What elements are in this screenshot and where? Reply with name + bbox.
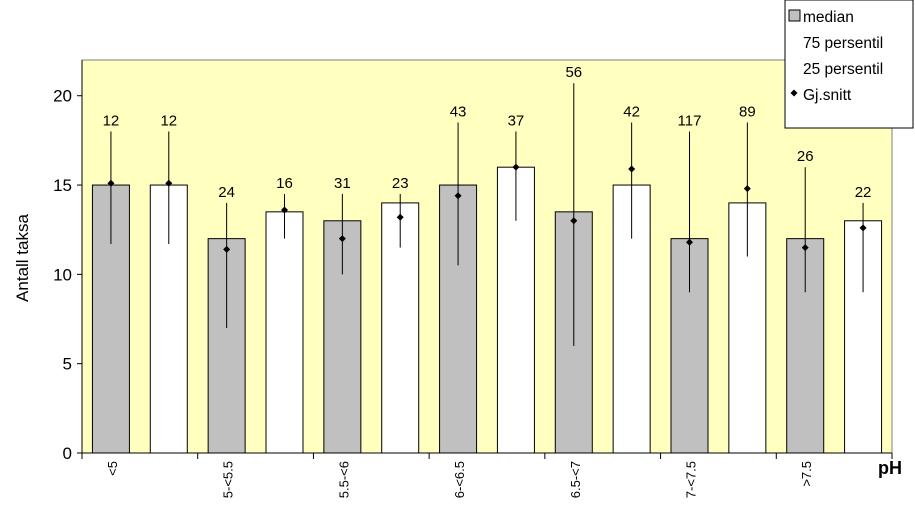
x-category-label: <5 bbox=[105, 461, 120, 476]
n-label: 12 bbox=[160, 112, 177, 129]
x-category-label: 5-<5.5 bbox=[221, 461, 236, 498]
mean-marker bbox=[686, 238, 693, 246]
plot-area bbox=[81, 59, 893, 454]
mean-marker bbox=[801, 244, 809, 252]
value-labels: 12 12 24 16 31 23 43 37 56 42 117 89 26 22 bbox=[103, 64, 872, 201]
n-label: 31 bbox=[334, 175, 351, 192]
x-category-label: 6-<6.5 bbox=[452, 461, 467, 498]
n-label: 42 bbox=[623, 104, 640, 121]
n-label: 12 bbox=[103, 112, 120, 129]
n-label: 22 bbox=[855, 184, 872, 201]
mean-marker bbox=[628, 165, 636, 173]
x-axis-title: pH bbox=[878, 458, 902, 478]
mean-marker bbox=[281, 206, 288, 214]
mean-markers bbox=[107, 163, 867, 253]
n-label: 89 bbox=[739, 104, 756, 121]
n-label: 56 bbox=[565, 64, 582, 81]
y-axis: 0 5 10 15 20 bbox=[53, 60, 83, 463]
legend-item-label: 25 persentil bbox=[803, 61, 883, 78]
n-label: 16 bbox=[276, 175, 293, 192]
y-axis-title: Antall taksa bbox=[13, 214, 32, 302]
mean-marker bbox=[396, 213, 404, 221]
x-category-label: 5.5-<6 bbox=[336, 461, 351, 498]
mean-marker bbox=[570, 217, 578, 225]
x-axis: <5 5-<5.5 5.5-<6 6-<6.5 6.5-<7 7-<7.5 >7.5 bbox=[81, 452, 893, 498]
legend-item-label: median bbox=[803, 9, 854, 26]
n-label: 24 bbox=[218, 184, 235, 201]
n-label: 117 bbox=[678, 112, 702, 129]
mean-marker bbox=[107, 179, 115, 187]
whiskers bbox=[110, 83, 864, 346]
n-label: 37 bbox=[508, 112, 525, 129]
legend-item-label: 75 persentil bbox=[803, 35, 883, 52]
n-label: 23 bbox=[392, 175, 409, 192]
bar-median bbox=[265, 211, 304, 454]
mean-marker bbox=[743, 185, 751, 193]
mean-marker bbox=[338, 235, 346, 243]
legend: median 75 persentil 25 persentil Gj.snitt bbox=[784, 0, 914, 129]
y-tick-label: 0 bbox=[63, 444, 72, 463]
y-tick-label: 20 bbox=[53, 87, 72, 106]
legend-item-label: Gj.snitt bbox=[803, 87, 852, 104]
n-label: 43 bbox=[450, 104, 467, 121]
y-tick-label: 5 bbox=[63, 355, 72, 374]
y-tick-label: 15 bbox=[53, 176, 72, 195]
legend-box bbox=[784, 0, 914, 129]
mean-marker bbox=[454, 192, 462, 200]
y-tick-label: 10 bbox=[53, 265, 72, 284]
n-label: 26 bbox=[797, 148, 814, 165]
x-category-label: 6.5-<7 bbox=[568, 461, 583, 498]
x-category-label: 7-<7.5 bbox=[684, 461, 699, 498]
mean-marker bbox=[859, 224, 867, 232]
legend-mean-swatch bbox=[790, 89, 798, 97]
mean-marker bbox=[512, 163, 520, 171]
legend-median-swatch bbox=[788, 9, 801, 22]
mean-marker bbox=[165, 179, 173, 187]
mean-marker bbox=[223, 245, 231, 253]
x-category-label: >7.5 bbox=[799, 461, 814, 487]
